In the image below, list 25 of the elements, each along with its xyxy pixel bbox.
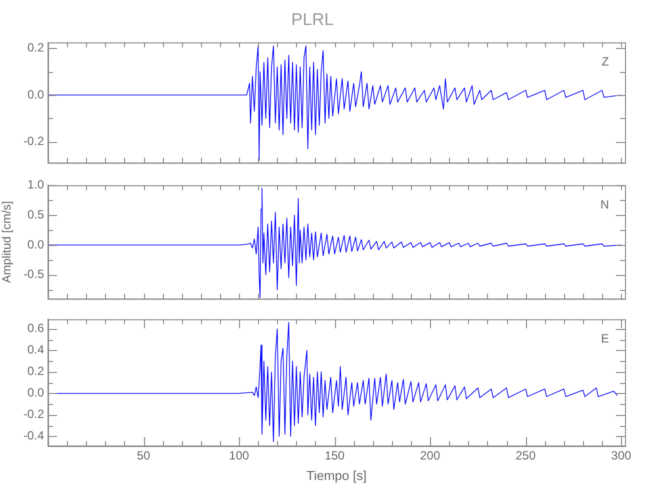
y-tick-label: 0.0: [27, 237, 44, 252]
x-tick-label: 200: [420, 448, 440, 463]
y-tick-label: -0.4: [23, 428, 44, 443]
y-tick-label: 0.0: [27, 386, 44, 400]
y-tick-label: 0.2: [27, 364, 44, 378]
y-tick-label: -0.2: [23, 134, 44, 148]
x-tick-label: 250: [516, 448, 536, 463]
y-tick-label: 0.5: [27, 207, 44, 222]
x-tick-label: 300: [611, 448, 632, 463]
y-tick-label: 1.0: [27, 178, 44, 192]
y-tick-label: -0.5: [23, 267, 44, 282]
annotation: E: [600, 332, 609, 346]
y-axis-title: Amplitud [cm/s]: [0, 200, 14, 284]
y-tick-label: 0.2: [27, 40, 44, 55]
x-tick-label: 50: [136, 448, 151, 463]
y-tick-label: 0.4: [27, 342, 44, 357]
y-tick-label: 0.0: [27, 87, 44, 102]
chart-title: PLRL: [291, 10, 334, 29]
y-tick-label: 0.6: [27, 321, 44, 336]
y-tick-label: -0.2: [23, 407, 44, 422]
annotation: Z: [602, 54, 609, 69]
annotation: N: [600, 198, 609, 212]
x-tick-label: 150: [324, 448, 345, 463]
x-tick-label: 100: [229, 448, 250, 463]
x-axis-title: Tiempo [s]: [306, 468, 367, 483]
